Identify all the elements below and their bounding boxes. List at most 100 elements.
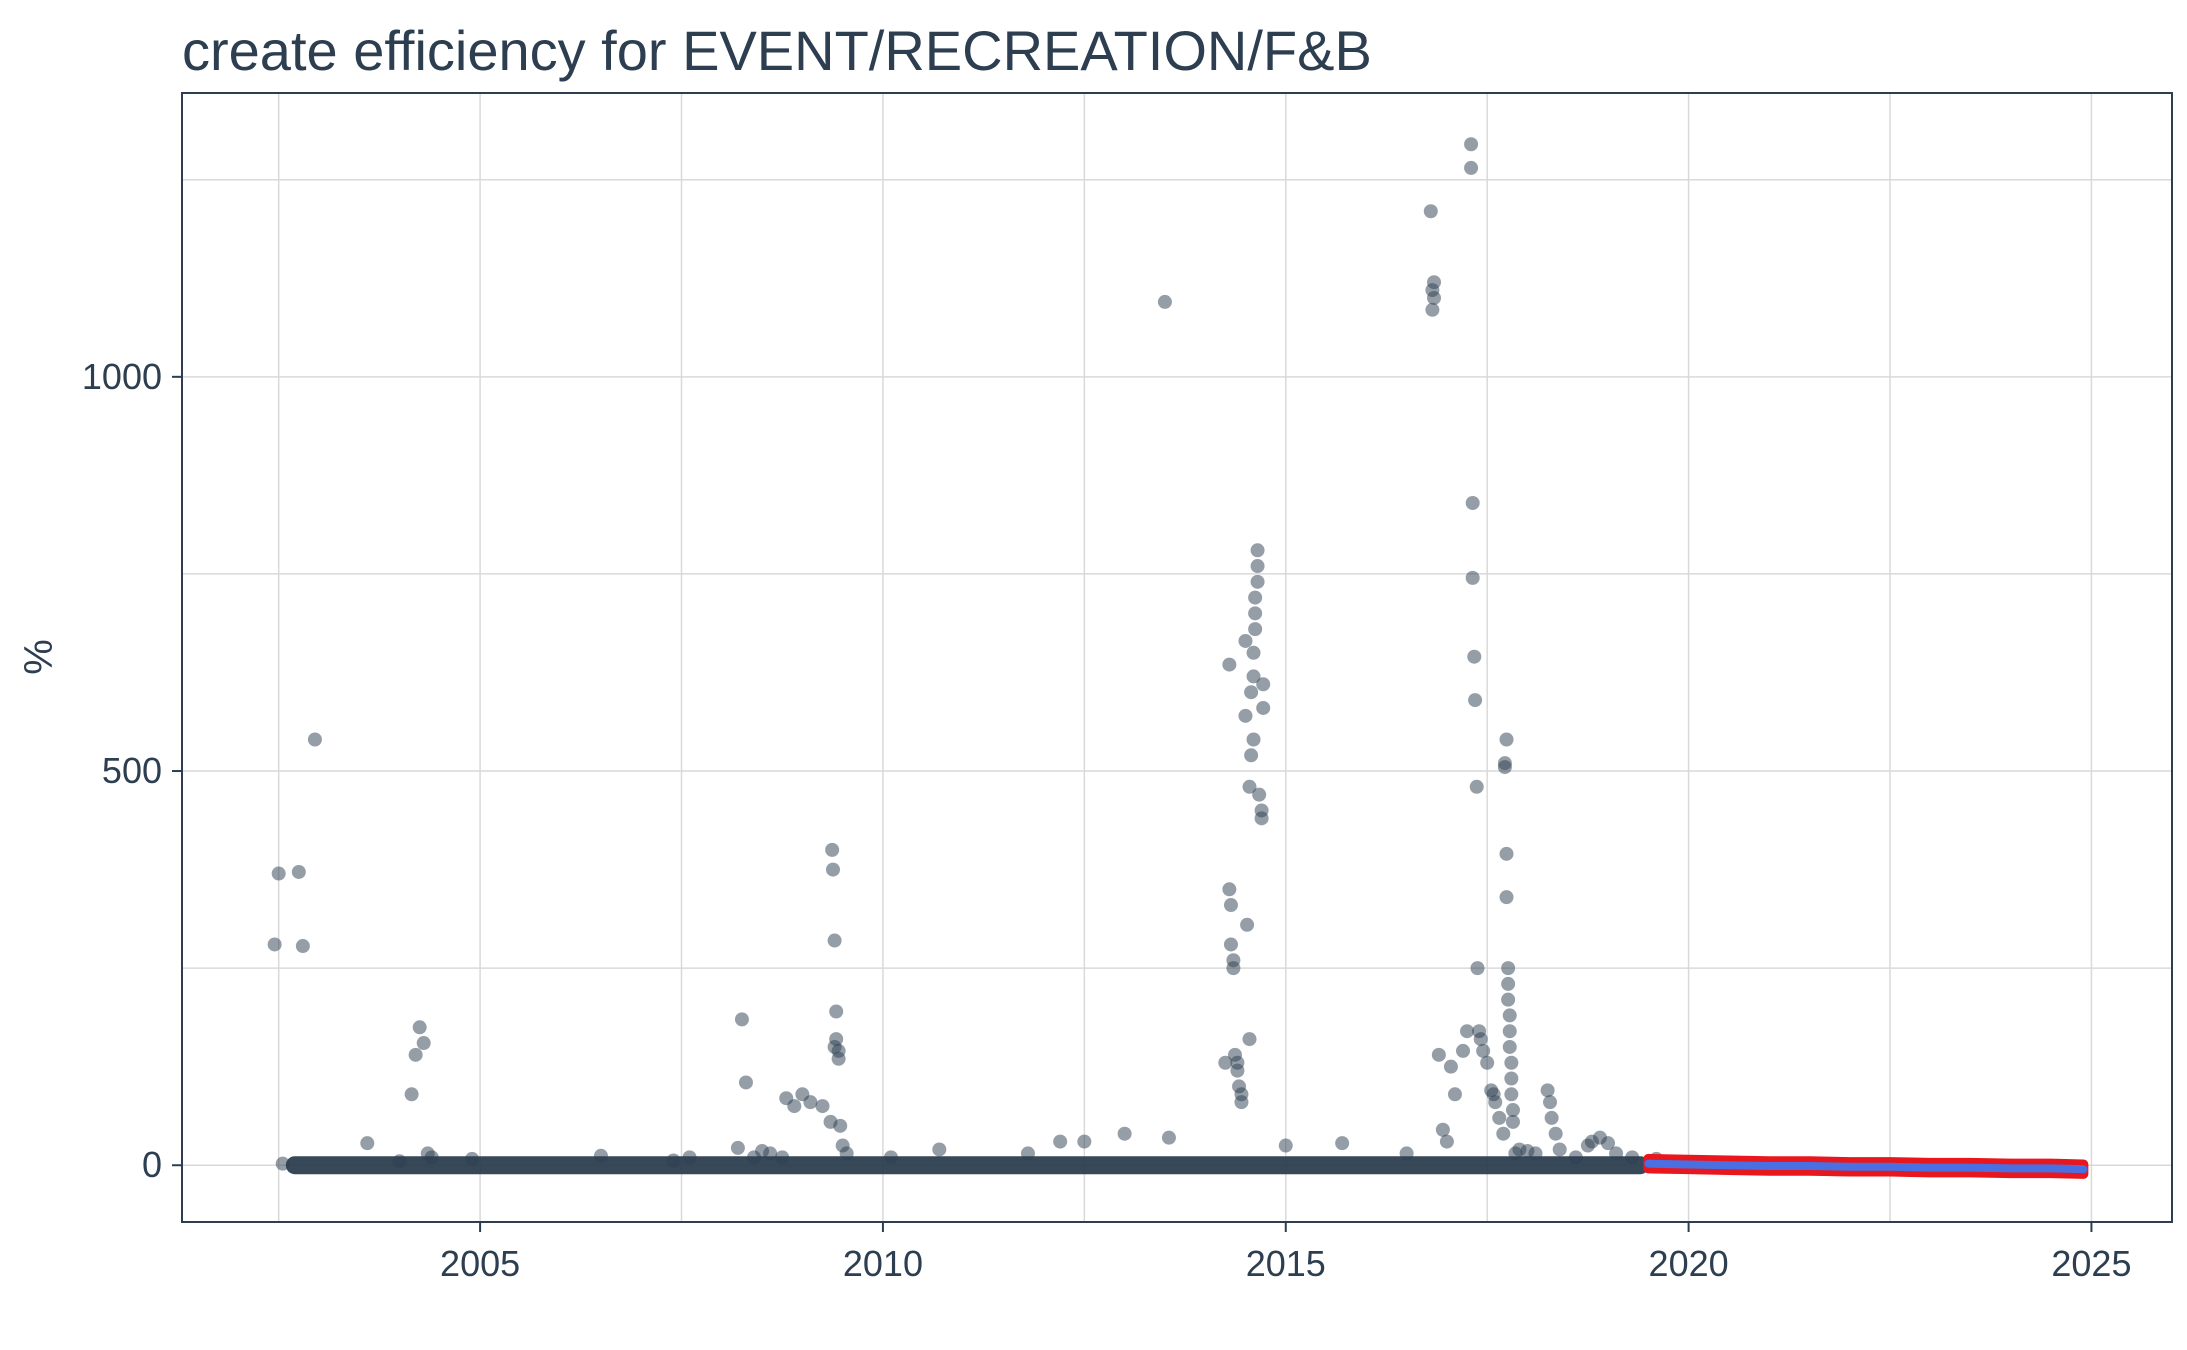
forecast-layer	[1643, 1153, 2089, 1179]
data-point	[1222, 657, 1237, 672]
data-point	[1117, 1126, 1132, 1141]
data-point	[1242, 779, 1257, 794]
data-point	[1496, 1126, 1511, 1141]
data-point	[412, 1020, 427, 1035]
data-point	[291, 864, 306, 879]
y-tick-label: 1000	[82, 356, 162, 397]
data-point	[295, 939, 310, 954]
data-point	[408, 1047, 423, 1062]
data-point	[1505, 1103, 1520, 1118]
data-point	[827, 933, 842, 948]
data-point	[1501, 976, 1516, 991]
data-point	[1501, 992, 1516, 1007]
data-point	[1439, 1134, 1454, 1149]
data-point	[1157, 294, 1172, 309]
data-point	[1238, 633, 1253, 648]
data-point	[1456, 1043, 1471, 1058]
data-point	[1246, 669, 1261, 684]
data-point	[1246, 732, 1261, 747]
data-point	[1226, 961, 1241, 976]
data-point	[1256, 677, 1271, 692]
data-point	[1254, 811, 1269, 826]
x-axis-ticks: 2005 2010 2015 2020 2025	[440, 1222, 2131, 1284]
y-tick-label: 500	[102, 750, 162, 791]
data-point	[815, 1099, 830, 1114]
data-point	[1502, 1008, 1517, 1023]
data-point	[1502, 1024, 1517, 1039]
data-point	[775, 1150, 790, 1165]
data-point	[1609, 1146, 1624, 1161]
data-point	[1473, 1032, 1488, 1047]
data-point	[1248, 622, 1263, 637]
data-point	[1528, 1146, 1543, 1161]
data-point	[1469, 779, 1484, 794]
data-point	[1467, 649, 1482, 664]
data-point	[1504, 1055, 1519, 1070]
chart-title: create efficiency for EVENT/RECREATION/F…	[182, 19, 1372, 82]
data-point	[1222, 882, 1237, 897]
data-point	[1501, 961, 1516, 976]
data-point	[1246, 645, 1261, 660]
data-point	[1278, 1138, 1293, 1153]
data-point	[1053, 1134, 1068, 1149]
data-point	[1568, 1150, 1583, 1165]
data-point	[1435, 1122, 1450, 1137]
data-point	[1223, 937, 1238, 952]
data-point	[1499, 732, 1514, 747]
data-point	[1020, 1146, 1035, 1161]
data-point	[1399, 1146, 1414, 1161]
data-point	[666, 1153, 681, 1168]
data-point	[1250, 543, 1265, 558]
data-point	[1244, 685, 1259, 700]
data-point	[1601, 1136, 1616, 1151]
data-point	[1230, 1063, 1245, 1078]
data-point	[1504, 1087, 1519, 1102]
data-point	[829, 1004, 844, 1019]
data-point	[1476, 1043, 1491, 1058]
data-point	[392, 1154, 407, 1169]
data-point	[1252, 787, 1267, 802]
data-point	[1244, 748, 1259, 763]
data-point	[424, 1150, 439, 1165]
data-point	[831, 1051, 846, 1066]
data-point	[1502, 1039, 1517, 1054]
data-point	[404, 1087, 419, 1102]
data-point	[267, 937, 282, 952]
data-point	[1548, 1126, 1563, 1141]
data-point	[1488, 1095, 1503, 1110]
data-point	[839, 1146, 854, 1161]
data-point	[1335, 1136, 1350, 1151]
x-tick-label: 2010	[843, 1243, 923, 1284]
data-point	[1248, 590, 1263, 605]
data-point	[1470, 961, 1485, 976]
data-point	[1465, 495, 1480, 510]
data-point	[271, 866, 286, 881]
data-point	[1544, 1110, 1559, 1125]
y-axis-label: %	[17, 639, 61, 675]
data-point	[1505, 1114, 1520, 1129]
gridlines	[182, 93, 2172, 1222]
data-point	[833, 1118, 848, 1133]
y-tick-label: 0	[142, 1144, 162, 1185]
data-point	[1238, 708, 1253, 723]
data-point	[1240, 917, 1255, 932]
data-point	[682, 1150, 697, 1165]
data-point	[1468, 693, 1483, 708]
x-tick-label: 2015	[1246, 1243, 1326, 1284]
data-point	[883, 1150, 898, 1165]
data-point	[734, 1012, 749, 1027]
forecast-line	[1644, 1159, 2088, 1174]
data-point	[307, 732, 322, 747]
data-point	[1250, 574, 1265, 589]
data-point	[1464, 160, 1479, 175]
points-layer	[267, 137, 1664, 1171]
data-point	[1443, 1059, 1458, 1074]
data-point	[1423, 204, 1438, 219]
data-point	[1250, 559, 1265, 574]
data-point	[1499, 890, 1514, 905]
data-point	[465, 1151, 480, 1166]
data-point	[1431, 1047, 1446, 1062]
data-point	[1425, 302, 1440, 317]
data-point	[1218, 1055, 1233, 1070]
data-point	[825, 842, 840, 857]
